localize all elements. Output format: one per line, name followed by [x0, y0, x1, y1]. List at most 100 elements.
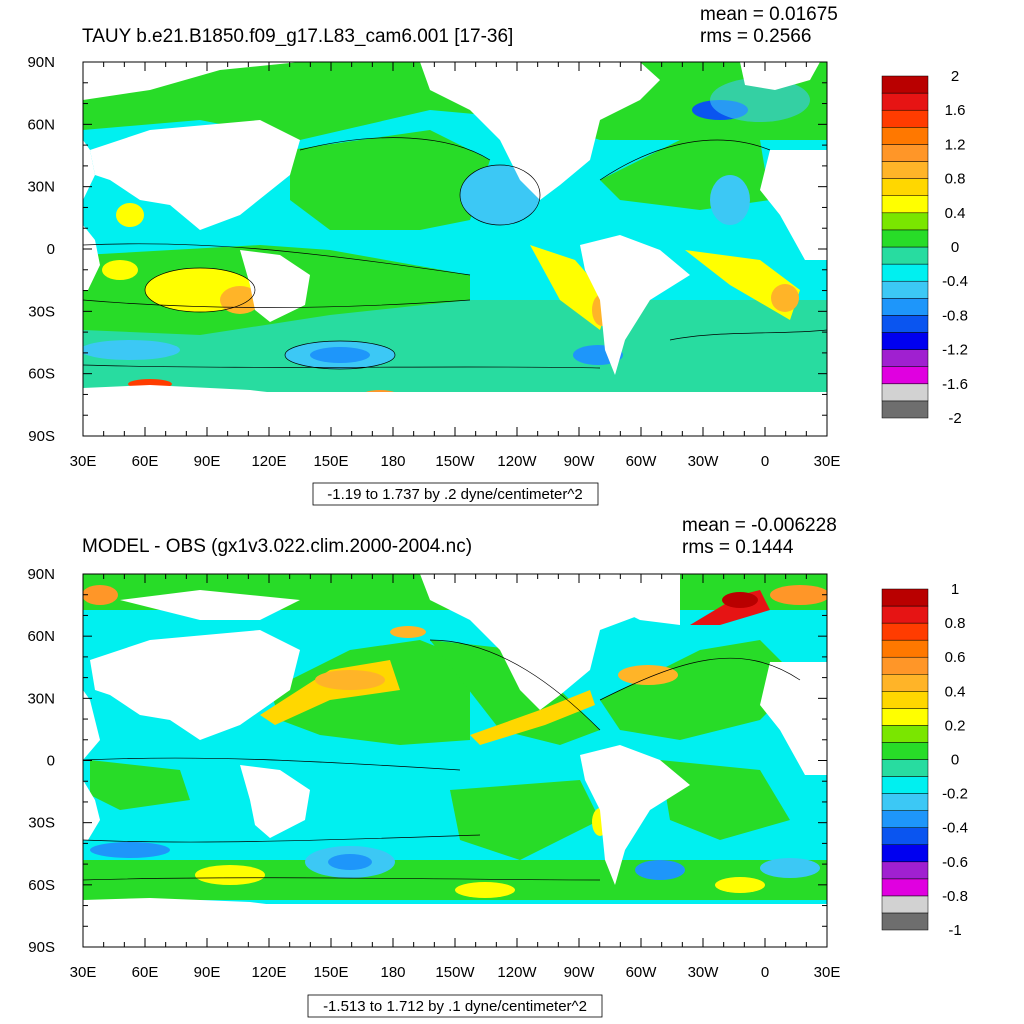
field-north-pacific-green	[290, 130, 490, 230]
colorbar-swatch	[881, 109, 929, 128]
y-tick-label: 90S	[28, 428, 55, 445]
colorbar-swatch	[881, 605, 929, 624]
land-north-america	[420, 62, 660, 200]
colorbar-swatch	[881, 75, 929, 94]
field-minimum	[90, 842, 170, 858]
y-tick-label: 0	[47, 241, 55, 258]
colorbar-label: -0.8	[942, 307, 968, 324]
x-tick-label: 90W	[564, 964, 596, 981]
colorbar-swatch	[881, 861, 929, 880]
field-maximum	[83, 585, 118, 605]
land-asia	[90, 630, 300, 740]
colorbar-swatch	[881, 588, 929, 607]
range-label-box: -1.19 to 1.737 by .2 dyne/centimeter^2	[312, 482, 599, 506]
y-tick-label: 30N	[27, 690, 55, 707]
land-greenland	[740, 62, 820, 90]
panel-top-rms: rms = 0.2566	[700, 26, 811, 47]
colorbar-swatch	[881, 246, 929, 265]
colorbar-swatch	[881, 622, 929, 641]
x-tick-label: 30W	[688, 453, 720, 470]
field-south-atlantic-green	[660, 760, 790, 840]
x-tick-label: 120W	[497, 453, 537, 470]
land-australia	[240, 250, 310, 322]
land-greenland	[570, 574, 680, 625]
colorbar-label: -2	[948, 410, 961, 427]
y-axis-ticks: 90N 60N 30N 0 30S 60S 90S	[27, 54, 827, 445]
land-mask	[83, 62, 300, 100]
colorbar-swatch	[881, 656, 929, 675]
panel-bottom-map	[83, 574, 827, 947]
colorbar-swatch	[881, 776, 929, 794]
colorbar-label: -0.4	[942, 273, 968, 290]
contour-lines	[83, 639, 801, 881]
colorbar-swatch	[881, 315, 929, 333]
x-tick-label: 30W	[688, 964, 720, 981]
land-africa-east	[83, 690, 100, 760]
colorbar-swatch	[881, 691, 929, 709]
y-tick-label: 60N	[27, 116, 55, 133]
field-maximum	[771, 284, 799, 312]
x-tick-label: 60E	[132, 453, 159, 470]
x-tick-label: 90E	[194, 964, 221, 981]
x-axis-ticks: 30E 60E 90E 120E 150E 180 150W 120W 90W 60W 30W 0 30…	[70, 574, 840, 981]
colorbar-swatch	[881, 195, 929, 214]
colorbar-swatch	[881, 212, 929, 231]
colorbar-swatch	[881, 912, 929, 931]
y-tick-label: 30S	[28, 815, 55, 832]
colorbar-swatch	[881, 92, 929, 111]
land-south-america	[580, 745, 690, 885]
colorbar-label: 1.2	[945, 136, 966, 153]
x-tick-label: 180	[380, 964, 405, 981]
colorbar-swatch	[881, 332, 929, 350]
land-antarctica	[83, 898, 827, 947]
x-tick-label: 120E	[251, 964, 286, 981]
field-maximum	[102, 260, 138, 280]
field-maximum	[715, 877, 765, 893]
panel-top-map	[83, 62, 827, 436]
land-mask	[120, 590, 300, 620]
colorbar-swatch	[881, 349, 929, 367]
colorbar-label: 0	[951, 752, 959, 769]
colorbar-swatch	[881, 263, 929, 282]
colorbar-swatch	[881, 298, 929, 316]
field-minimum	[710, 175, 750, 225]
field-maximum	[618, 665, 678, 685]
colorbar-label: 2	[951, 68, 959, 85]
range-label-box: -1.513 to 1.712 by .1 dyne/centimeter^2	[307, 994, 603, 1018]
y-axis-ticks: 90N 60N 30N 0 30S 60S 90S	[27, 566, 827, 956]
colorbar-label: 0.2	[945, 717, 966, 734]
colorbar-swatch	[881, 895, 929, 914]
land-south-america	[580, 235, 690, 375]
colorbar-swatch	[881, 793, 929, 811]
x-tick-label: 150E	[313, 453, 348, 470]
y-tick-label: 60S	[28, 366, 55, 383]
y-tick-label: 90N	[27, 54, 55, 71]
panel-top-mean: mean = 0.01675	[700, 4, 838, 25]
y-tick-label: 0	[47, 753, 55, 770]
x-tick-label: 30E	[70, 453, 97, 470]
colorbar-label: 0	[951, 239, 959, 256]
colorbar-swatch	[881, 161, 929, 179]
colorbar-swatch	[881, 400, 929, 419]
contour-lines	[83, 137, 827, 370]
colorbar-swatch	[881, 827, 929, 846]
y-tick-label: 60S	[28, 877, 55, 894]
colorbar-swatch	[881, 366, 929, 385]
colorbar-label: 0.8	[945, 615, 966, 632]
colorbar-swatch	[881, 708, 929, 726]
panel-top: TAUY b.e21.B1850.f09_g17.L83_cam6.001 [1…	[27, 4, 968, 506]
land-africa-east	[83, 780, 100, 840]
x-tick-label: 150E	[313, 964, 348, 981]
land-mask	[590, 62, 640, 80]
colorbar-label: -1	[948, 922, 961, 939]
land-australia	[240, 765, 310, 838]
colorbar-swatch	[881, 844, 929, 863]
x-tick-label: 120W	[497, 964, 537, 981]
field-minimum	[310, 347, 370, 363]
field-antarctic-green	[83, 860, 827, 900]
colorbar-top: -2 -1.6 -1.2 -0.8 -0.4 0 0.4 0.8 1.2 1.6 2	[881, 68, 968, 427]
colorbar-label: -1.6	[942, 376, 968, 393]
panel-top-title: TAUY b.e21.B1850.f09_g17.L83_cam6.001 [1…	[82, 26, 513, 47]
colorbar-swatch	[881, 674, 929, 692]
land-asia	[90, 120, 300, 230]
